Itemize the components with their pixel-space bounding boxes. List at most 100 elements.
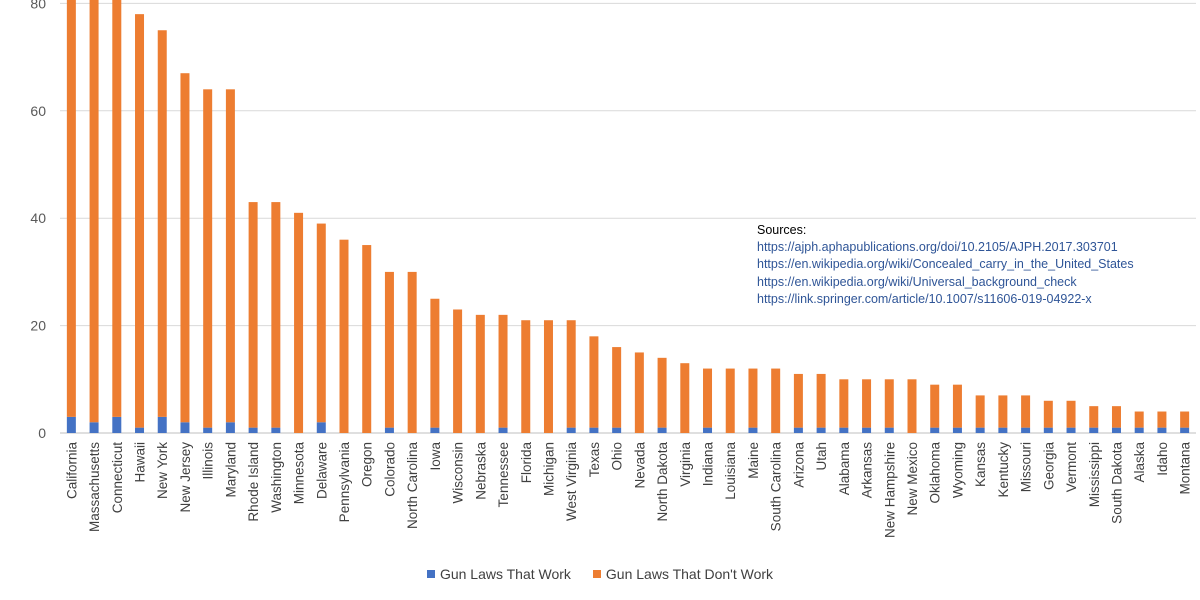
x-tick-label-california: California	[64, 442, 79, 500]
bar-dont-work-michigan	[543, 320, 553, 433]
x-tick-label-oregon: Oregon	[360, 442, 375, 487]
x-tick-label-maryland: Maryland	[223, 442, 238, 498]
bar-dont-work-georgia	[1043, 400, 1053, 428]
x-tick-label-connecticut: Connecticut	[110, 442, 125, 514]
bar-dont-work-new-jersey	[180, 73, 190, 423]
bar-work-west-virginia	[566, 427, 576, 433]
bar-dont-work-arkansas	[862, 379, 872, 428]
bar-work-illinois	[203, 427, 213, 433]
x-tick-label-alabama: Alabama	[837, 442, 852, 496]
x-tick-label-wisconsin: Wisconsin	[451, 442, 466, 504]
x-tick-label-illinois: Illinois	[201, 442, 216, 480]
bar-dont-work-indiana	[703, 368, 713, 428]
legend-item-work: Gun Laws That Work	[426, 566, 571, 582]
bar-dont-work-kentucky	[998, 395, 1008, 428]
x-tick-label-idaho: Idaho	[1155, 442, 1170, 476]
x-tick-label-delaware: Delaware	[314, 442, 329, 499]
source-link-2[interactable]: https://en.wikipedia.org/wiki/Concealed_…	[757, 257, 1134, 272]
bar-dont-work-oklahoma	[930, 384, 940, 428]
chart-legend: Gun Laws That Work Gun Laws That Don't W…	[0, 566, 1200, 582]
sources-box: Sources: https://ajph.aphapublications.o…	[757, 222, 1134, 308]
bar-work-rhode-island	[248, 427, 258, 433]
x-tick-label-new-jersey: New Jersey	[178, 442, 193, 513]
x-tick-label-michigan: Michigan	[541, 442, 556, 496]
bar-dont-work-kansas	[975, 395, 985, 428]
y-tick-label-20: 20	[30, 318, 46, 334]
bar-dont-work-montana	[1180, 411, 1190, 428]
bar-dont-work-rhode-island	[248, 202, 258, 428]
bar-work-new-jersey	[180, 422, 190, 433]
y-tick-label-80: 80	[30, 0, 46, 11]
x-tick-label-new-york: New York	[155, 442, 170, 499]
x-tick-label-missouri: Missouri	[1019, 442, 1034, 492]
x-tick-label-iowa: Iowa	[428, 442, 443, 471]
x-tick-label-pennsylvania: Pennsylvania	[337, 442, 352, 523]
bar-dont-work-north-carolina	[407, 271, 417, 433]
bar-dont-work-new-mexico	[907, 379, 917, 433]
x-tick-label-rhode-island: Rhode Island	[246, 442, 261, 522]
bar-work-kansas	[975, 427, 985, 433]
bar-work-massachusetts	[89, 422, 99, 433]
bar-dont-work-west-virginia	[566, 320, 576, 428]
x-tick-label-south-carolina: South Carolina	[769, 442, 784, 532]
x-tick-label-tennessee: Tennessee	[496, 442, 511, 507]
legend-item-dont-work: Gun Laws That Don't Work	[592, 566, 774, 582]
bar-work-maine	[748, 427, 758, 433]
x-tick-label-new-hampshire: New Hampshire	[882, 442, 897, 538]
legend-swatch-work	[426, 570, 435, 578]
bar-dont-work-pennsylvania	[339, 239, 349, 433]
sources-title: Sources:	[757, 223, 807, 237]
bar-dont-work-florida	[521, 320, 531, 433]
bar-work-new-york	[157, 416, 167, 433]
bar-work-alaska	[1134, 427, 1144, 433]
x-tick-label-florida: Florida	[519, 442, 534, 484]
bar-work-connecticut	[112, 416, 122, 433]
bar-dont-work-massachusetts	[89, 0, 99, 423]
bar-dont-work-virginia	[680, 363, 690, 433]
bar-dont-work-north-dakota	[657, 357, 667, 428]
x-tick-label-arizona: Arizona	[791, 442, 806, 488]
bar-work-iowa	[430, 427, 440, 433]
bar-dont-work-nebraska	[475, 314, 485, 433]
bar-dont-work-maine	[748, 368, 758, 428]
x-tick-label-maine: Maine	[746, 442, 761, 479]
bar-dont-work-nevada	[634, 352, 644, 433]
bar-work-north-dakota	[657, 427, 667, 433]
bar-work-ohio	[612, 427, 622, 433]
bar-work-oklahoma	[930, 427, 940, 433]
bar-work-south-dakota	[1111, 427, 1121, 433]
bar-dont-work-vermont	[1066, 400, 1076, 428]
bar-work-california	[66, 416, 76, 433]
bar-dont-work-washington	[271, 202, 281, 428]
bar-work-alabama	[839, 427, 849, 433]
x-tick-label-vermont: Vermont	[1064, 442, 1079, 493]
bar-work-montana	[1180, 427, 1190, 433]
legend-swatch-dont-work	[592, 570, 601, 578]
x-tick-label-washington: Washington	[269, 442, 284, 513]
source-link-3[interactable]: https://en.wikipedia.org/wiki/Universal_…	[757, 274, 1077, 289]
x-tick-label-mississippi: Mississippi	[1087, 442, 1102, 507]
bar-work-utah	[816, 427, 826, 433]
bar-dont-work-mississippi	[1089, 406, 1099, 428]
bar-work-maryland	[225, 422, 235, 433]
source-link-4[interactable]: https://link.springer.com/article/10.100…	[757, 291, 1092, 306]
bar-work-hawaii	[135, 427, 145, 433]
bar-work-missouri	[1021, 427, 1031, 433]
bar-work-colorado	[384, 427, 394, 433]
y-tick-label-40: 40	[30, 210, 46, 226]
bar-work-vermont	[1066, 427, 1076, 433]
x-tick-label-colorado: Colorado	[382, 442, 397, 497]
x-tick-label-west-virginia: West Virginia	[564, 442, 579, 522]
bar-dont-work-new-york	[157, 30, 167, 417]
source-link-1[interactable]: https://ajph.aphapublications.org/doi/10…	[757, 240, 1118, 255]
x-tick-label-louisiana: Louisiana	[723, 442, 738, 500]
legend-label-dont-work: Gun Laws That Don't Work	[605, 566, 774, 582]
bar-work-arizona	[793, 427, 803, 433]
bar-dont-work-missouri	[1021, 395, 1031, 428]
y-tick-label-60: 60	[30, 103, 46, 119]
bar-dont-work-minnesota	[294, 212, 304, 433]
x-tick-label-ohio: Ohio	[610, 442, 625, 471]
x-tick-label-nevada: Nevada	[632, 442, 647, 489]
bar-work-mississippi	[1089, 427, 1099, 433]
